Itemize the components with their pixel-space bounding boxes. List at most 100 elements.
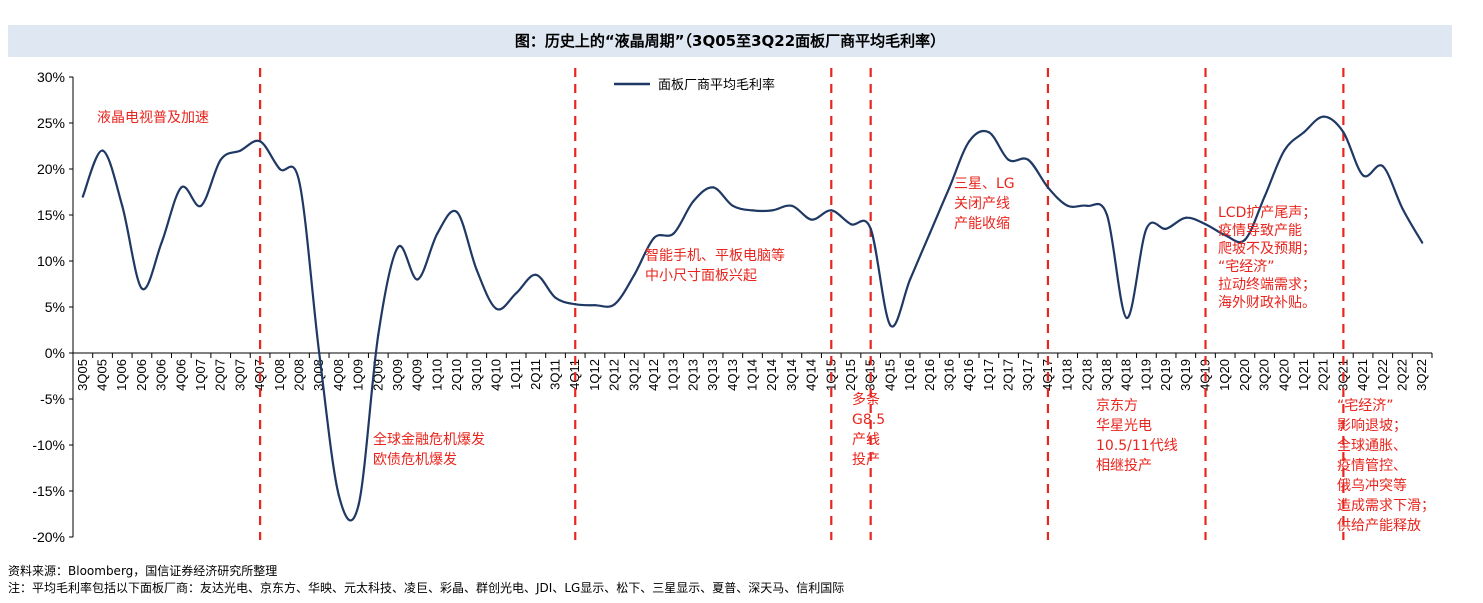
x-tick-label: 3Q16 (941, 359, 956, 391)
x-tick-label: 3Q19 (1178, 359, 1193, 391)
data-point (1283, 149, 1286, 152)
annotation-line: 华星光电 (1096, 418, 1152, 434)
data-point (239, 149, 242, 152)
series-line (81, 115, 1424, 522)
x-tick-label: 2Q13 (685, 359, 700, 391)
data-point (416, 278, 419, 281)
data-point (830, 209, 833, 212)
x-tick-label: 2Q08 (292, 359, 307, 391)
annotation-line: 智能手机、平板电脑等 (645, 247, 785, 264)
data-point (1401, 207, 1404, 210)
annotation-4: 多条 G8.5 产线投产 (852, 391, 885, 468)
x-tick-label: 2Q17 (1001, 359, 1016, 391)
x-tick-label: 2Q21 (1316, 359, 1331, 391)
title-bar: 图：历史上的“液晶周期”（3Q05至3Q22面板厂商平均毛利率） (8, 25, 1452, 57)
data-point (298, 181, 301, 184)
data-point (692, 200, 695, 203)
data-point (869, 227, 872, 230)
annotation-line: 爬坡不及预期； (1218, 241, 1316, 257)
annotation-1: 液晶电视普及加速 (97, 110, 209, 126)
data-point (101, 149, 104, 152)
x-tick-label: 4Q08 (331, 359, 346, 391)
annotation-line: “宅经济” (1337, 398, 1394, 414)
x-tick-label: 1Q14 (745, 359, 760, 391)
x-tick-label: 2Q11 (528, 359, 543, 390)
annotation-line: 产能收缩 (954, 216, 1010, 232)
y-tick-label: -5% (40, 391, 65, 407)
x-tick-label: 1Q08 (272, 359, 287, 391)
data-point (1145, 227, 1148, 230)
x-tick-label: 1Q13 (666, 359, 681, 391)
data-point (160, 241, 163, 244)
x-tick-label: 1Q07 (193, 359, 208, 391)
x-tick-label: 1Q20 (1217, 359, 1232, 391)
x-tick-label: 3Q06 (154, 359, 169, 391)
data-point (908, 278, 912, 281)
data-point (1105, 213, 1109, 217)
data-point (712, 186, 715, 189)
annotation-line: 拉动终端需求； (1218, 277, 1316, 293)
data-point (140, 287, 144, 290)
y-tick-label: 5% (45, 299, 65, 315)
data-point (849, 223, 853, 226)
x-tick-label: 2Q15 (843, 359, 858, 391)
data-point (928, 232, 931, 235)
y-tick-label: -20% (32, 529, 65, 545)
x-tick-label: 1Q19 (1138, 359, 1153, 391)
x-tick-label: 2Q18 (1079, 359, 1094, 391)
x-tick-label: 4Q15 (882, 359, 897, 391)
data-point (318, 351, 321, 355)
x-tick-label: 4Q13 (725, 359, 740, 391)
axes: 30% 25% 20% 15% 10% 5% 0% -5% -10% -15% -20% 3Q05 4Q… (32, 69, 1433, 545)
footnote: 注：平均毛利率包括以下面板厂商：友达光电、京东方、华映、元太科技、凌巨、彩晶、群… (8, 581, 845, 595)
y-tick-label: 30% (37, 69, 65, 85)
x-tick-label: 1Q22 (1375, 359, 1390, 391)
data-point (1322, 115, 1325, 118)
source-note: 资料来源：Bloomberg，国信证券经济研究所整理 (8, 564, 278, 578)
annotation-line: 关闭产线 (954, 196, 1010, 212)
y-tick-label: 10% (37, 253, 65, 269)
annotation-line: 产线 (852, 432, 880, 448)
annotation-line: 投产 (852, 452, 880, 468)
data-point (1165, 227, 1168, 230)
x-tick-label: 4Q10 (488, 359, 503, 391)
x-tick-label: 4Q06 (173, 359, 188, 391)
x-tick-label: 4Q14 (804, 359, 819, 391)
data-point (199, 204, 203, 207)
data-point (259, 140, 262, 143)
y-tick-label: -15% (32, 483, 65, 499)
data-point (180, 186, 183, 189)
data-point (1046, 186, 1050, 189)
data-point (495, 307, 498, 310)
data-point (81, 195, 84, 198)
series (81, 115, 1424, 522)
data-point (1243, 238, 1246, 241)
x-tick-label: 1Q18 (1060, 359, 1075, 391)
x-tick-label: 4Q20 (1276, 359, 1291, 391)
annotation-line: 海外财政补贴。 (1218, 295, 1316, 311)
x-tick-label: 3Q12 (626, 359, 641, 391)
data-point (1125, 316, 1128, 320)
x-tick-label: 1Q12 (587, 359, 602, 391)
x-tick-label: 3Q22 (1414, 359, 1429, 391)
y-tick-label: 0% (45, 345, 65, 361)
annotation-3: 智能手机、平板电脑等中小尺寸面板兴起 (645, 247, 785, 284)
x-tick-label: 2Q10 (449, 359, 464, 391)
x-tick-label: 1Q09 (351, 359, 366, 391)
data-point (731, 204, 734, 207)
annotation-line: 10.5/11代线 (1096, 438, 1178, 454)
annotation-8: “宅经济” 影响退坡； 全球通胀、疫情管控、俄乌冲突等造成需求下滑； 供给产能释放 (1337, 398, 1435, 534)
x-tick-label: 1Q21 (1296, 359, 1311, 391)
x-tick-label: 2Q19 (1158, 359, 1173, 391)
y-tick-label: 15% (37, 207, 65, 223)
annotation-line: 京东方 (1096, 398, 1138, 414)
data-point (987, 131, 990, 134)
x-tick-label: 4Q16 (961, 359, 976, 391)
data-point (1204, 223, 1207, 226)
data-point (948, 186, 951, 189)
annotation-line: 三星、LG (954, 176, 1015, 192)
annotation-line: 全球金融危机爆发 (373, 431, 485, 448)
annotation-line: 中小尺寸面板兴起 (645, 268, 757, 284)
